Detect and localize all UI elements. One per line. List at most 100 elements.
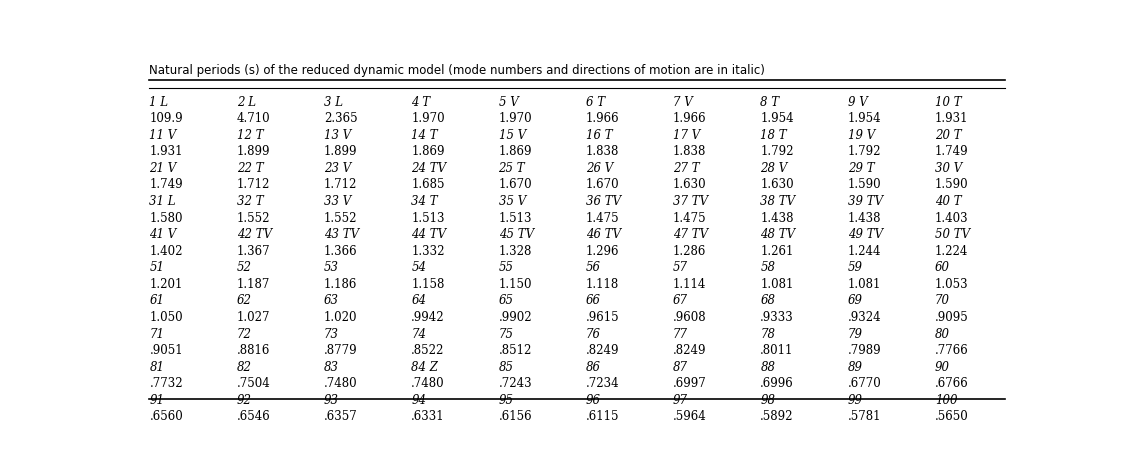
Text: 65: 65 xyxy=(499,294,513,307)
Text: 1.513: 1.513 xyxy=(499,212,533,224)
Text: 1.792: 1.792 xyxy=(760,145,794,158)
Text: .7504: .7504 xyxy=(236,377,270,390)
Text: 1.328: 1.328 xyxy=(499,245,531,258)
Text: .7480: .7480 xyxy=(411,377,445,390)
Text: .7766: .7766 xyxy=(935,344,968,357)
Text: 44 TV: 44 TV xyxy=(411,228,446,241)
Text: 100: 100 xyxy=(935,394,957,407)
Text: .8522: .8522 xyxy=(411,344,445,357)
Text: 1.749: 1.749 xyxy=(150,178,184,191)
Text: 1.296: 1.296 xyxy=(586,245,619,258)
Text: 1.552: 1.552 xyxy=(236,212,270,224)
Text: .7732: .7732 xyxy=(150,377,184,390)
Text: 45 TV: 45 TV xyxy=(499,228,534,241)
Text: 72: 72 xyxy=(236,327,252,341)
Text: 1.630: 1.630 xyxy=(673,178,707,191)
Text: .9051: .9051 xyxy=(150,344,184,357)
Text: 90: 90 xyxy=(935,361,950,374)
Text: 32 T: 32 T xyxy=(236,195,263,208)
Text: 1.118: 1.118 xyxy=(586,278,619,291)
Text: .8249: .8249 xyxy=(673,344,707,357)
Text: 22 T: 22 T xyxy=(236,162,263,175)
Text: 1.552: 1.552 xyxy=(324,212,358,224)
Text: 1.187: 1.187 xyxy=(236,278,270,291)
Text: 74: 74 xyxy=(411,327,427,341)
Text: .5650: .5650 xyxy=(935,410,968,424)
Text: 37 TV: 37 TV xyxy=(673,195,708,208)
Text: .6770: .6770 xyxy=(848,377,882,390)
Text: 1.899: 1.899 xyxy=(236,145,270,158)
Text: 36 TV: 36 TV xyxy=(586,195,620,208)
Text: 92: 92 xyxy=(236,394,252,407)
Text: .6357: .6357 xyxy=(324,410,358,424)
Text: .6997: .6997 xyxy=(673,377,707,390)
Text: 1.970: 1.970 xyxy=(411,112,445,125)
Text: 87: 87 xyxy=(673,361,688,374)
Text: 66: 66 xyxy=(586,294,601,307)
Text: 43 TV: 43 TV xyxy=(324,228,359,241)
Text: 109.9: 109.9 xyxy=(150,112,184,125)
Text: 75: 75 xyxy=(499,327,513,341)
Text: 1.630: 1.630 xyxy=(760,178,794,191)
Text: 1.332: 1.332 xyxy=(411,245,445,258)
Text: 13 V: 13 V xyxy=(324,129,351,142)
Text: .8249: .8249 xyxy=(586,344,619,357)
Text: 1.869: 1.869 xyxy=(411,145,445,158)
Text: 89: 89 xyxy=(848,361,863,374)
Text: 20 T: 20 T xyxy=(935,129,962,142)
Text: 10 T: 10 T xyxy=(935,96,962,109)
Text: 2.365: 2.365 xyxy=(324,112,358,125)
Text: 1.931: 1.931 xyxy=(150,145,184,158)
Text: 8 T: 8 T xyxy=(760,96,779,109)
Text: .6156: .6156 xyxy=(499,410,533,424)
Text: 34 T: 34 T xyxy=(411,195,438,208)
Text: .7480: .7480 xyxy=(324,377,358,390)
Text: 56: 56 xyxy=(586,261,601,274)
Text: .9333: .9333 xyxy=(760,311,794,324)
Text: .9902: .9902 xyxy=(499,311,533,324)
Text: 1.954: 1.954 xyxy=(760,112,794,125)
Text: 29 T: 29 T xyxy=(848,162,874,175)
Text: 51: 51 xyxy=(150,261,164,274)
Text: 96: 96 xyxy=(586,394,601,407)
Text: 26 V: 26 V xyxy=(586,162,613,175)
Text: 1.899: 1.899 xyxy=(324,145,358,158)
Text: 24 TV: 24 TV xyxy=(411,162,446,175)
Text: .7234: .7234 xyxy=(586,377,619,390)
Text: .5964: .5964 xyxy=(673,410,707,424)
Text: .8816: .8816 xyxy=(236,344,270,357)
Text: 30 V: 30 V xyxy=(935,162,962,175)
Text: 93: 93 xyxy=(324,394,339,407)
Text: .9615: .9615 xyxy=(586,311,619,324)
Text: 1.261: 1.261 xyxy=(760,245,794,258)
Text: 49 TV: 49 TV xyxy=(848,228,883,241)
Text: .6560: .6560 xyxy=(150,410,184,424)
Text: 3 L: 3 L xyxy=(324,96,343,109)
Text: .8011: .8011 xyxy=(760,344,794,357)
Text: 1.580: 1.580 xyxy=(150,212,184,224)
Text: 1.931: 1.931 xyxy=(935,112,968,125)
Text: 59: 59 xyxy=(848,261,863,274)
Text: .5781: .5781 xyxy=(848,410,882,424)
Text: 1.081: 1.081 xyxy=(848,278,881,291)
Text: 1.685: 1.685 xyxy=(411,178,445,191)
Text: 86: 86 xyxy=(586,361,601,374)
Text: 80: 80 xyxy=(935,327,950,341)
Text: 6 T: 6 T xyxy=(586,96,605,109)
Text: 55: 55 xyxy=(499,261,513,274)
Text: 1.712: 1.712 xyxy=(236,178,270,191)
Text: 98: 98 xyxy=(760,394,776,407)
Text: 1.670: 1.670 xyxy=(586,178,619,191)
Text: 41 V: 41 V xyxy=(150,228,177,241)
Text: 85: 85 xyxy=(499,361,513,374)
Text: 1.590: 1.590 xyxy=(935,178,968,191)
Text: 1.966: 1.966 xyxy=(586,112,619,125)
Text: 94: 94 xyxy=(411,394,427,407)
Text: 1.970: 1.970 xyxy=(499,112,533,125)
Text: 1.749: 1.749 xyxy=(935,145,968,158)
Text: 99: 99 xyxy=(848,394,863,407)
Text: 69: 69 xyxy=(848,294,863,307)
Text: 1.590: 1.590 xyxy=(848,178,882,191)
Text: 16 T: 16 T xyxy=(586,129,613,142)
Text: 63: 63 xyxy=(324,294,339,307)
